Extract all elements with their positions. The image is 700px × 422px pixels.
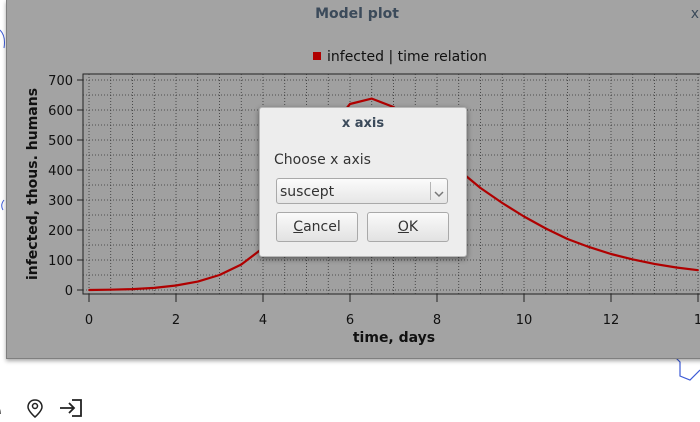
y-tick-label: 100 (48, 254, 73, 269)
data-point (544, 227, 547, 230)
data-point (240, 263, 243, 266)
ok-button[interactable]: OK (367, 212, 449, 242)
x-tick-label: 1 (694, 313, 700, 328)
data-point (523, 215, 525, 218)
select-value: suscept (280, 184, 335, 200)
data-point (175, 284, 177, 287)
data-point (218, 274, 221, 276)
data-point (697, 269, 699, 272)
y-tick-label: 500 (48, 134, 73, 149)
cancel-button[interactable]: Cancel (276, 212, 358, 242)
data-point (675, 266, 678, 269)
y-tick-label: 400 (48, 164, 73, 179)
data-point (566, 238, 569, 240)
x-tick-label: 6 (346, 313, 354, 328)
window-title: Model plot (315, 6, 399, 22)
x-axis-dialog: x axis Choose x axis suscept Cancel OK (259, 107, 467, 257)
x-tick-label: 8 (433, 313, 441, 328)
location-pin-icon[interactable] (26, 398, 44, 422)
data-point (109, 288, 112, 291)
legend-swatch (313, 52, 321, 60)
chevron-down-icon[interactable] (433, 185, 445, 204)
data-point (131, 288, 134, 290)
legend-label: infected | time relation (327, 49, 487, 65)
y-tick-label: 0 (65, 284, 73, 299)
x-axis-label: time, days (353, 330, 435, 346)
data-point (501, 202, 504, 204)
data-point (196, 280, 199, 283)
y-tick-label: 200 (48, 224, 73, 239)
data-point (370, 97, 373, 100)
select-separator (430, 182, 431, 200)
data-point (588, 246, 591, 249)
data-point (88, 289, 90, 291)
x-axis-select[interactable]: suscept (276, 178, 448, 204)
bottom-toolbar (0, 396, 120, 420)
data-point (631, 258, 634, 261)
x-tick-label: 2 (172, 313, 180, 328)
data-point (610, 253, 612, 255)
data-point (479, 187, 482, 189)
data-point (349, 103, 351, 105)
y-tick-label: 600 (48, 104, 73, 119)
y-axis-label: infected, thous. humans (25, 88, 41, 280)
data-point (153, 287, 156, 289)
x-tick-label: 4 (259, 313, 267, 328)
window-close-icon[interactable]: x (690, 6, 699, 22)
x-tick-label: 0 (85, 313, 93, 328)
satellite-icon[interactable] (0, 398, 8, 422)
dialog-prompt: Choose x axis (274, 152, 371, 168)
x-tick-label: 12 (603, 313, 620, 328)
sign-in-icon[interactable] (58, 398, 84, 422)
x-tick-label: 10 (516, 313, 533, 328)
y-tick-label: 700 (48, 74, 73, 89)
y-tick-label: 300 (48, 194, 73, 209)
data-point (653, 263, 656, 265)
dialog-title: x axis (341, 116, 385, 131)
